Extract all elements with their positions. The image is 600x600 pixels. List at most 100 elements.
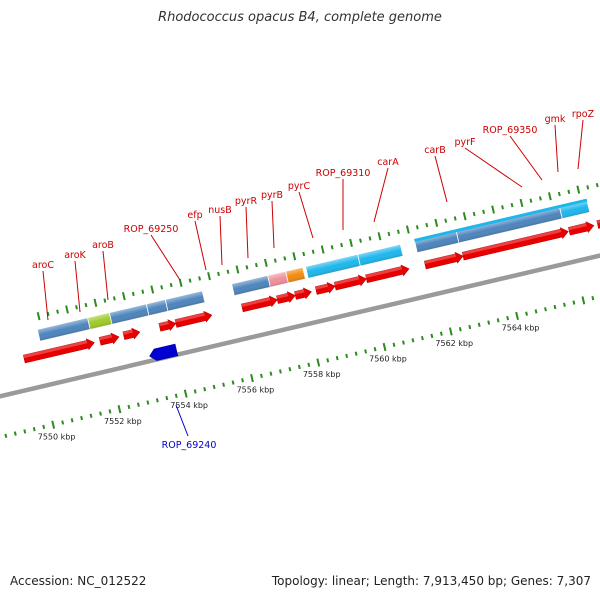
upper-tick: [311, 249, 315, 254]
gene-leader-line: [219, 215, 223, 266]
scale-tick-minor: [203, 387, 207, 392]
forward-gene-arrow: [98, 332, 120, 346]
gene-highlight: [174, 312, 205, 323]
upper-tick: [529, 198, 533, 203]
scale-tick-minor: [553, 304, 557, 310]
cog-bar-shine: [456, 206, 563, 243]
upper-tick: [501, 205, 504, 210]
upper-tick: [567, 189, 571, 194]
scale-tick-minor: [297, 364, 301, 370]
forward-gene-arrow: [241, 295, 278, 313]
scale-tick-major: [515, 311, 519, 321]
gene-label: aroK: [64, 250, 86, 261]
gene-label: carA: [377, 157, 399, 168]
upper-tick: [377, 232, 382, 241]
forward-gene-arrow: [174, 310, 213, 328]
gene-leader-line: [150, 234, 181, 281]
gene-highlight: [158, 321, 169, 327]
upper-tick: [150, 285, 155, 294]
upper-tick: [292, 252, 297, 261]
scale-tick-minor: [269, 371, 273, 376]
scale-tick-minor: [193, 389, 197, 394]
gene-highlight: [315, 283, 329, 290]
scale-tick-minor: [364, 349, 368, 354]
scale-tick-major: [250, 373, 254, 383]
cog-bar-shine: [165, 290, 205, 312]
forward-gene-arrow: [122, 327, 141, 340]
scale-tick-major: [448, 327, 453, 336]
gene-leader-line: [271, 200, 275, 249]
scale-tick-minor: [439, 331, 443, 336]
scale-tick-minor: [61, 420, 65, 425]
scale-tick-minor: [136, 402, 140, 407]
scale-tick-minor: [345, 353, 349, 359]
upper-tick: [491, 205, 495, 214]
upper-tick: [425, 222, 429, 228]
cog-category-track: [36, 192, 600, 342]
upper-tick: [557, 191, 561, 197]
upper-tick: [359, 238, 362, 243]
upper-tick: [302, 251, 306, 257]
scale-tick-minor: [155, 398, 159, 403]
cog-bar-shine: [87, 312, 113, 330]
forward-gene-arrow: [314, 281, 336, 295]
upper-tick: [387, 231, 391, 237]
gene-highlight: [334, 276, 360, 286]
cog-bar-shine: [414, 231, 459, 253]
accession-text: Accession: NC_012522: [10, 574, 147, 588]
gene-label: ROP_69250: [124, 224, 179, 235]
scale-tick-minor: [420, 335, 424, 341]
gene-highlight: [462, 229, 562, 256]
cog-bar-shine: [267, 271, 289, 288]
scale-tick-minor: [174, 393, 178, 399]
backbone-band: [0, 244, 600, 403]
forward-gene-arrow: [158, 319, 177, 332]
upper-tick: [273, 258, 277, 263]
upper-tick: [56, 309, 59, 314]
scale-tick-minor: [591, 295, 595, 301]
forward-gene-arrow: [365, 264, 410, 284]
gene-leader-line: [577, 119, 584, 170]
scale-tick-minor: [544, 307, 547, 312]
upper-tick: [75, 305, 78, 310]
scale-tick-major: [117, 405, 122, 414]
upper-tick: [254, 262, 258, 268]
gene-leader-line: [373, 167, 389, 223]
cog-bar-strip: [414, 198, 588, 242]
gene-label-reverse: ROP_69240: [162, 440, 217, 451]
upper-tick: [453, 216, 457, 221]
scale-tick-minor: [108, 409, 112, 414]
scale-tick-minor: [80, 415, 84, 421]
gene-highlight: [294, 289, 305, 295]
upper-tick: [538, 196, 542, 201]
upper-tick: [283, 256, 287, 261]
scale-tick-minor: [42, 424, 46, 430]
scale-tick-minor: [458, 327, 462, 332]
scale-tick-minor: [32, 426, 36, 432]
reverse-gene-arrow: [149, 343, 179, 361]
scale-tick-minor: [525, 311, 528, 316]
gene-label: pyrR: [235, 196, 258, 207]
scale-tick-minor: [146, 400, 150, 405]
gene-track: [23, 217, 600, 364]
scale-tick-minor: [23, 429, 27, 434]
upper-tick: [207, 272, 211, 281]
scale-tick-minor: [260, 373, 263, 379]
scale-tick-minor: [402, 340, 405, 345]
scale-label: 7552 kbp: [104, 417, 142, 426]
upper-tick: [405, 225, 410, 234]
upper-tick: [84, 302, 88, 308]
scale-tick-minor: [307, 362, 311, 367]
scale-tick-minor: [468, 324, 472, 330]
cog-bar-shine: [559, 200, 590, 219]
gene-label: pyrB: [261, 190, 283, 201]
upper-tick: [112, 296, 116, 301]
scale-tick-major: [581, 296, 586, 305]
gene-leader-line: [194, 220, 207, 271]
upper-tick: [320, 245, 325, 254]
scale-label: 7556 kbp: [237, 386, 275, 395]
scale-tick-minor: [241, 378, 244, 383]
gene-label: gmk: [545, 114, 566, 125]
